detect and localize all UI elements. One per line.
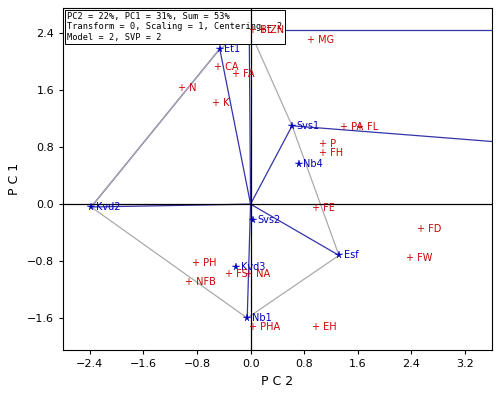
Text: Nb4: Nb4 <box>304 159 323 169</box>
Text: + PA: + PA <box>340 122 363 132</box>
Text: + EH: + EH <box>312 322 337 331</box>
Text: + FD: + FD <box>416 224 441 234</box>
Text: + FS: + FS <box>225 269 248 279</box>
Text: + FL: + FL <box>356 122 378 132</box>
Text: + K: + K <box>212 98 229 108</box>
Text: + P: + P <box>319 139 336 149</box>
Text: Kvd3: Kvd3 <box>240 262 265 272</box>
Text: + FA: + FA <box>232 69 254 79</box>
Text: Esf: Esf <box>344 250 358 261</box>
Text: + FH: + FH <box>319 148 343 158</box>
Text: + MG: + MG <box>308 35 334 46</box>
Text: + FE: + FE <box>312 204 335 213</box>
Text: Svs1: Svs1 <box>297 121 320 131</box>
Text: + NFB: + NFB <box>185 278 216 287</box>
Text: + PH: + PH <box>192 257 216 268</box>
Text: + NA: + NA <box>245 269 270 279</box>
Text: + PHA: + PHA <box>249 322 280 331</box>
Text: PC2 = 22%, PC1 = 31%, Sum = 53%
Transform = 0, Scaling = 1, Centering = 2
Model : PC2 = 22%, PC1 = 31%, Sum = 53% Transfor… <box>68 12 282 42</box>
Text: Kvd2: Kvd2 <box>96 202 120 212</box>
Y-axis label: P C 1: P C 1 <box>8 163 22 195</box>
X-axis label: P C 2: P C 2 <box>262 375 294 388</box>
Text: Et1: Et1 <box>224 44 240 54</box>
Text: + BL: + BL <box>249 25 272 35</box>
Text: Nb1: Nb1 <box>252 313 272 323</box>
Text: Svs2: Svs2 <box>258 215 280 225</box>
Text: + ZN: + ZN <box>260 25 284 35</box>
Text: + N: + N <box>178 83 197 93</box>
Text: + CA: + CA <box>214 62 238 72</box>
Text: + FW: + FW <box>406 253 432 263</box>
